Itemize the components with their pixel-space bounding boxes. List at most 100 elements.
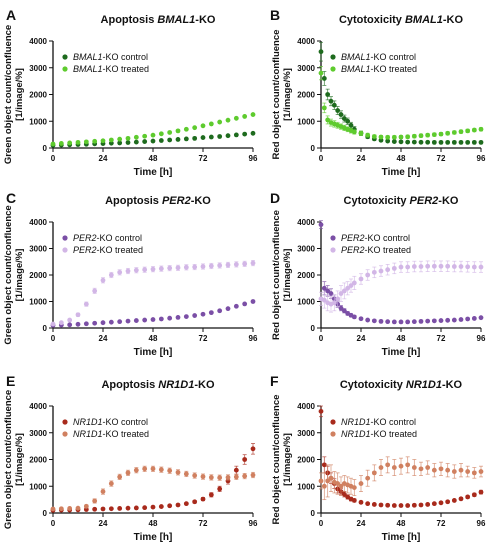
x-tick-label: 24 bbox=[357, 334, 366, 343]
data-point bbox=[385, 462, 391, 468]
legend-entry: BMAL1-KO control bbox=[73, 52, 148, 62]
data-point bbox=[398, 319, 404, 325]
data-point bbox=[478, 315, 484, 321]
data-point bbox=[208, 263, 214, 269]
y-tick-label: 3000 bbox=[29, 429, 47, 438]
chart-title-suffix: -KO bbox=[195, 14, 216, 26]
y-tick-label: 1000 bbox=[29, 298, 47, 307]
data-point bbox=[331, 300, 337, 306]
data-point bbox=[391, 503, 397, 508]
data-point bbox=[92, 506, 98, 512]
data-point bbox=[192, 135, 198, 141]
data-point bbox=[142, 133, 148, 139]
chart-title: Apoptosis PER2-KO bbox=[105, 195, 211, 207]
data-point bbox=[365, 475, 371, 481]
data-point bbox=[200, 311, 206, 317]
data-point bbox=[385, 134, 391, 140]
data-point bbox=[183, 136, 189, 142]
data-point bbox=[133, 505, 139, 511]
y-tick-label: 3000 bbox=[29, 64, 47, 73]
data-point bbox=[58, 320, 64, 326]
data-point bbox=[385, 319, 391, 325]
data-point bbox=[142, 267, 148, 273]
data-point bbox=[438, 500, 444, 506]
y-tick-label: 4000 bbox=[297, 218, 315, 227]
y-tick-label: 1000 bbox=[297, 482, 315, 491]
data-point bbox=[478, 469, 484, 474]
data-point bbox=[150, 317, 156, 322]
x-tick-label: 48 bbox=[397, 334, 406, 343]
data-point bbox=[83, 301, 89, 307]
data-point bbox=[438, 139, 444, 145]
data-point bbox=[175, 502, 181, 508]
data-point bbox=[250, 130, 256, 136]
legend-suffix: -KO control bbox=[365, 233, 411, 243]
data-point bbox=[92, 288, 98, 294]
x-tick-label: 24 bbox=[99, 334, 108, 343]
data-point bbox=[431, 318, 437, 324]
data-point bbox=[471, 470, 477, 476]
data-point bbox=[465, 469, 471, 474]
data-point bbox=[318, 70, 324, 76]
data-point bbox=[331, 102, 337, 108]
x-tick-label: 48 bbox=[397, 154, 406, 163]
data-point bbox=[358, 499, 364, 505]
legend-suffix: -KO treated bbox=[97, 245, 144, 255]
data-point bbox=[200, 264, 206, 269]
data-point bbox=[158, 131, 164, 137]
data-point bbox=[108, 137, 114, 143]
legend-entry: BMAL1-KO control bbox=[341, 52, 416, 62]
data-point bbox=[167, 130, 173, 135]
legend-suffix: -KO treated bbox=[103, 429, 150, 439]
legend-entry: PER2-KO treated bbox=[341, 245, 411, 255]
data-point bbox=[233, 262, 239, 267]
data-point bbox=[192, 264, 198, 270]
y-tick-label: 1000 bbox=[29, 117, 47, 126]
legend-entry: NR1D1-KO control bbox=[341, 417, 416, 427]
data-point bbox=[445, 139, 451, 145]
y-tick-label: 4000 bbox=[297, 402, 315, 411]
chart-title-gene: PER2 bbox=[162, 195, 191, 207]
legend-gene: BMAL1 bbox=[341, 52, 371, 62]
legend-entry: PER2-KO treated bbox=[73, 245, 143, 255]
data-point bbox=[378, 268, 384, 274]
chart-title: Cytotoxicity PER2-KO bbox=[344, 195, 459, 207]
data-point bbox=[465, 264, 471, 270]
panel-label: C bbox=[6, 190, 16, 206]
data-point bbox=[418, 133, 424, 139]
data-point bbox=[133, 139, 139, 145]
data-point bbox=[371, 470, 377, 476]
data-point bbox=[398, 134, 404, 140]
x-tick-label: 96 bbox=[477, 334, 486, 343]
data-point bbox=[391, 134, 397, 140]
data-point bbox=[117, 140, 123, 146]
x-axis-label: Time [h] bbox=[382, 167, 421, 178]
data-point bbox=[471, 127, 477, 133]
data-point bbox=[411, 139, 417, 145]
data-point bbox=[125, 470, 131, 476]
data-point bbox=[418, 318, 424, 324]
series-treated bbox=[50, 465, 256, 512]
data-point bbox=[150, 504, 156, 510]
legend-marker bbox=[62, 247, 68, 253]
data-point bbox=[325, 288, 331, 294]
panel-label: F bbox=[270, 373, 279, 389]
x-tick-label: 72 bbox=[437, 334, 446, 343]
data-point bbox=[398, 264, 404, 270]
legend-suffix: -KO control bbox=[371, 417, 417, 427]
chart-title-assay: Apoptosis bbox=[101, 14, 158, 26]
data-point bbox=[321, 483, 327, 489]
data-point bbox=[425, 139, 431, 145]
series-treated bbox=[318, 456, 484, 501]
data-point bbox=[133, 318, 139, 323]
x-axis-label: Time [h] bbox=[134, 532, 173, 543]
data-point bbox=[225, 306, 231, 312]
data-point bbox=[117, 474, 123, 480]
data-point bbox=[125, 318, 131, 324]
data-point bbox=[108, 506, 114, 512]
series-control bbox=[318, 41, 484, 145]
data-point bbox=[348, 122, 354, 128]
data-point bbox=[425, 263, 431, 269]
x-tick-label: 96 bbox=[477, 154, 486, 163]
